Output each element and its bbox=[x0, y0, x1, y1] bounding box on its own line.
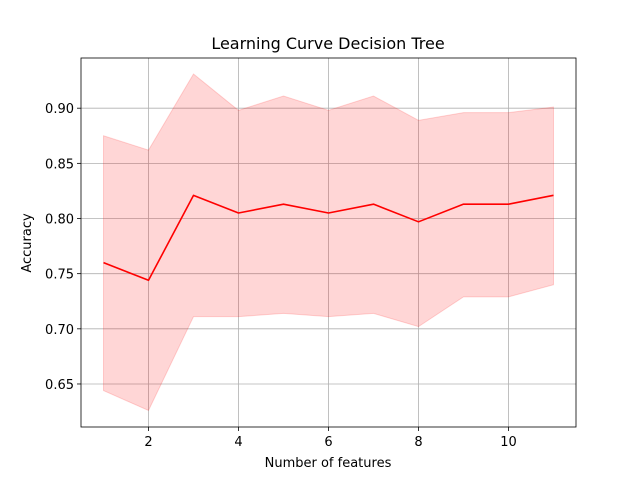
y-tick-label: 0.75 bbox=[45, 268, 74, 283]
x-tick-label: 4 bbox=[234, 435, 242, 450]
x-tick-label: 10 bbox=[500, 435, 517, 450]
y-tick-label: 0.90 bbox=[45, 102, 74, 117]
std-band bbox=[103, 73, 554, 412]
y-tick-label: 0.65 bbox=[45, 378, 74, 393]
y-axis-label: Accuracy bbox=[20, 213, 35, 273]
y-tick-label: 0.80 bbox=[45, 213, 74, 228]
y-tick-label: 0.85 bbox=[45, 157, 74, 172]
x-ticks: 2 4 6 8 10 bbox=[144, 427, 517, 450]
x-axis-label: Number of features bbox=[265, 456, 392, 471]
x-tick-label: 8 bbox=[414, 435, 422, 450]
grid bbox=[81, 58, 576, 427]
data-points bbox=[103, 195, 554, 281]
y-ticks: 0.65 0.70 0.75 0.80 0.85 0.90 bbox=[45, 102, 81, 393]
y-tick-label: 0.70 bbox=[45, 323, 74, 338]
x-tick-label: 6 bbox=[324, 435, 332, 450]
x-tick-label: 2 bbox=[144, 435, 152, 450]
chart-title: Learning Curve Decision Tree bbox=[211, 34, 444, 53]
